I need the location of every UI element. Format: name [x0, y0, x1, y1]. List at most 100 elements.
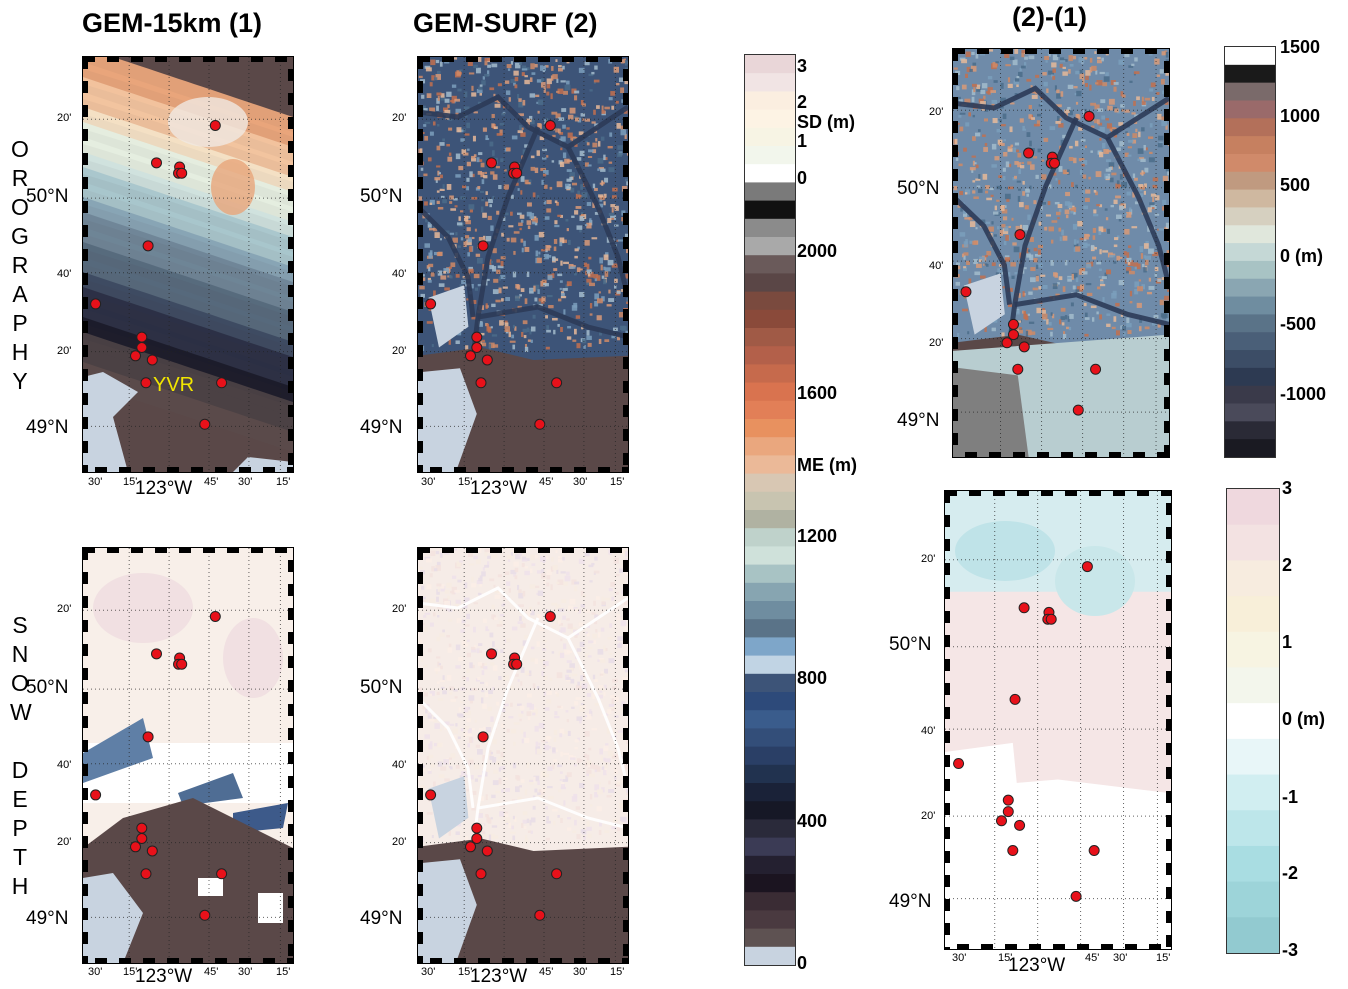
station-marker [1009, 693, 1021, 705]
row-label-letter: A [12, 281, 28, 307]
colorbar-segment [1225, 314, 1275, 333]
colorbar-segment [1227, 560, 1279, 597]
lat-label: 40' [921, 725, 936, 737]
colorbar-segment [1225, 439, 1275, 457]
colorbar-segment [745, 146, 795, 165]
station-marker [996, 815, 1007, 827]
colorbar-diff-tick: 1500 [1280, 37, 1321, 57]
station-marker [151, 157, 162, 169]
colorbar-segment [1225, 243, 1275, 262]
colorbar-segment [1225, 332, 1275, 351]
colorbar-segment [745, 491, 795, 511]
lon-label: 15' [610, 966, 625, 978]
colorbar-segment [745, 200, 795, 220]
lon-label: 30' [952, 952, 967, 964]
colorbar-diff-tick: -500 [1280, 314, 1317, 334]
station-marker [1012, 363, 1024, 375]
lat-label: 40' [929, 260, 944, 272]
colorbar-segment [745, 73, 795, 92]
lon-label: 15' [998, 952, 1013, 964]
station-marker [953, 758, 965, 770]
station-marker [481, 845, 493, 857]
colorbar-segment [745, 910, 795, 930]
lon-label: 30' [88, 966, 103, 978]
lat-label: 40' [57, 268, 72, 280]
colorbar-segment [1227, 917, 1279, 953]
lat-label: 50°N [889, 634, 932, 655]
station-marker [1049, 157, 1061, 169]
station-marker [209, 119, 221, 131]
colorbar-diff-tick: -2 [1282, 863, 1299, 883]
colorbar-main-tick: 400 [797, 811, 828, 831]
row-label-letter: G [11, 223, 29, 249]
station-marker [1072, 404, 1084, 416]
lon-label: 123°W [135, 966, 193, 987]
station-marker [1002, 794, 1014, 806]
station-marker [1045, 613, 1057, 625]
row-label-letter: O [11, 136, 29, 162]
lon-label: 30' [1113, 952, 1128, 964]
colorbar-segment [1227, 667, 1279, 704]
lat-label: 20' [392, 603, 407, 615]
colorbar-segment [1227, 845, 1279, 883]
station-marker [1023, 147, 1035, 159]
colorbar-main-unit: SD (m) [797, 112, 855, 132]
station-marker [471, 833, 483, 844]
station-marker [486, 648, 497, 660]
title-gem-15km: GEM-15km (1) [82, 8, 263, 38]
lon-label: 15' [610, 476, 625, 488]
colorbar-diff-tick: 0 (m) [1280, 246, 1324, 266]
lon-label: 30' [573, 966, 588, 978]
colorbar-segment [745, 364, 795, 384]
lon-label: 30' [421, 966, 436, 978]
colorbar-segment [745, 437, 795, 456]
row-label-letter: P [12, 310, 28, 336]
station-marker [1007, 845, 1019, 857]
row-label-letter: O [11, 670, 29, 696]
station-marker [90, 789, 102, 801]
colorbar-segment [1225, 153, 1275, 173]
station-marker [1083, 110, 1095, 122]
colorbar-segment [1225, 367, 1275, 387]
colorbar-diff-tick: 3 [1282, 478, 1293, 498]
colorbar-segment [1227, 524, 1279, 561]
station-marker [199, 909, 211, 921]
station-marker [136, 833, 148, 844]
colorbar-segment [745, 510, 795, 529]
station-marker [551, 868, 563, 880]
colorbar-diff-tick: 0 (m) [1282, 709, 1326, 729]
colorbar-diff-tick: -3 [1282, 940, 1299, 960]
row-label-letter: W [10, 699, 32, 725]
row-label-letter: E [12, 786, 28, 812]
colorbar-segment [1225, 82, 1275, 101]
station-marker [1018, 341, 1030, 353]
lon-label: 123°W [470, 966, 528, 987]
colorbar-segment [745, 291, 795, 311]
station-marker [1001, 337, 1013, 349]
lon-label: 123°W [135, 478, 193, 499]
colorbar-segment [1225, 47, 1275, 66]
colorbar-main-tick: 1600 [797, 383, 838, 403]
station-marker [130, 350, 141, 362]
station-marker [477, 240, 489, 252]
lat-label: 50°N [26, 677, 69, 698]
lat-label: 50°N [360, 186, 403, 207]
station-marker [551, 377, 563, 389]
row-label-letter: H [11, 873, 29, 899]
station-marker [146, 354, 158, 366]
colorbar-segment [745, 455, 795, 475]
lat-label: 20' [57, 112, 72, 124]
lat-label: 50°N [26, 186, 69, 207]
station-marker [1081, 561, 1093, 573]
colorbar-main-tick: 0 [797, 168, 808, 188]
station-marker [471, 331, 483, 343]
colorbar-segment [745, 819, 795, 839]
station-marker [146, 845, 158, 857]
title-difference: (2)-(1) [1012, 2, 1087, 32]
colorbar-diff-tick: 2 [1282, 555, 1293, 575]
lon-label: 123°W [470, 478, 528, 499]
colorbar-segment [745, 892, 795, 911]
lon-label: 45' [1085, 952, 1100, 964]
